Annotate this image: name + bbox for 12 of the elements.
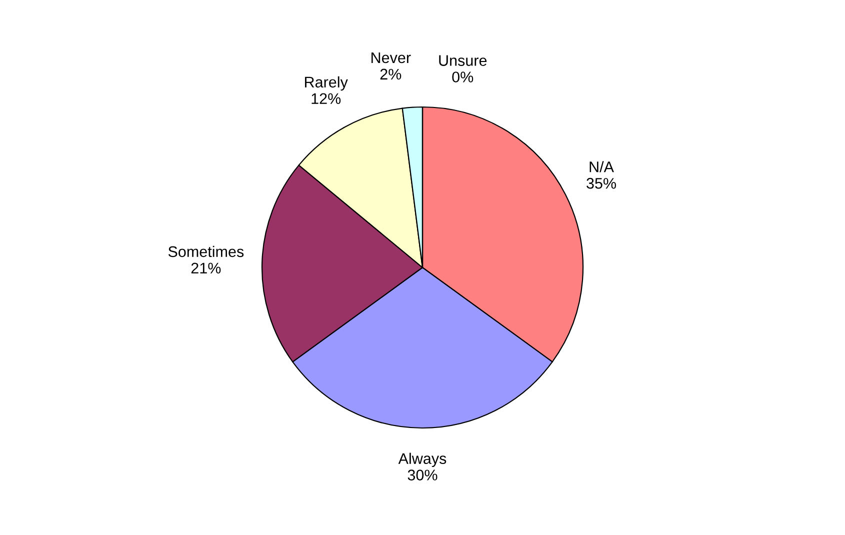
- data-label: 35%: [586, 178, 616, 189]
- data-label: 21%: [191, 262, 221, 274]
- slice-label: N/A: [590, 161, 614, 172]
- data-label: 2%: [380, 68, 402, 80]
- data-label: 30%: [408, 470, 438, 480]
- data-label: 12%: [312, 93, 341, 104]
- slice-label: Never: [372, 52, 411, 64]
- category-label: Unsure: [439, 55, 487, 66]
- slice-label: Rarely: [305, 76, 348, 91]
- slice-label: Sometimes: [168, 246, 244, 258]
- text: 0%: [452, 72, 474, 82]
- slice-label: Always: [398, 452, 446, 468]
